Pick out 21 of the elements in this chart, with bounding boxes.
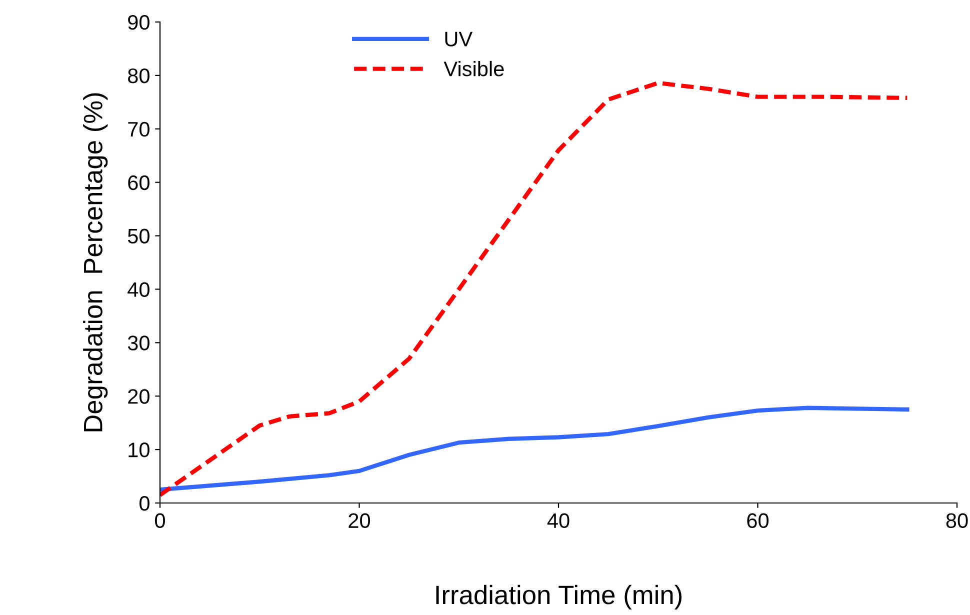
legend-label: Visible	[444, 60, 504, 76]
y-tick-label: 0	[140, 496, 150, 511]
y-tick-label: 20	[128, 389, 150, 404]
legend-label: UV	[445, 32, 473, 46]
x-tick-label: 20	[348, 513, 370, 528]
line-series	[160, 406, 910, 492]
y-tick-label: 40	[128, 282, 150, 297]
y-tick-label: 70	[128, 122, 150, 137]
y-tick-label: 90	[128, 15, 150, 30]
x-tick-label: 60	[747, 513, 769, 528]
y-tick-label: 60	[128, 175, 150, 190]
y-tick-label: 80	[128, 68, 150, 84]
y-axis-title: Degradation Percentage (%)	[83, 93, 108, 432]
x-axis-title: Irradiation Time (min)	[436, 584, 682, 610]
x-tick-label: 0	[155, 513, 165, 528]
y-tick-label: 30	[128, 336, 150, 350]
x-tick-label: 80	[946, 513, 968, 528]
y-tick-label: 50	[128, 228, 150, 244]
y-tick-label: 10	[128, 442, 150, 458]
line-series	[160, 80, 910, 498]
x-tick-label: 40	[547, 513, 570, 528]
